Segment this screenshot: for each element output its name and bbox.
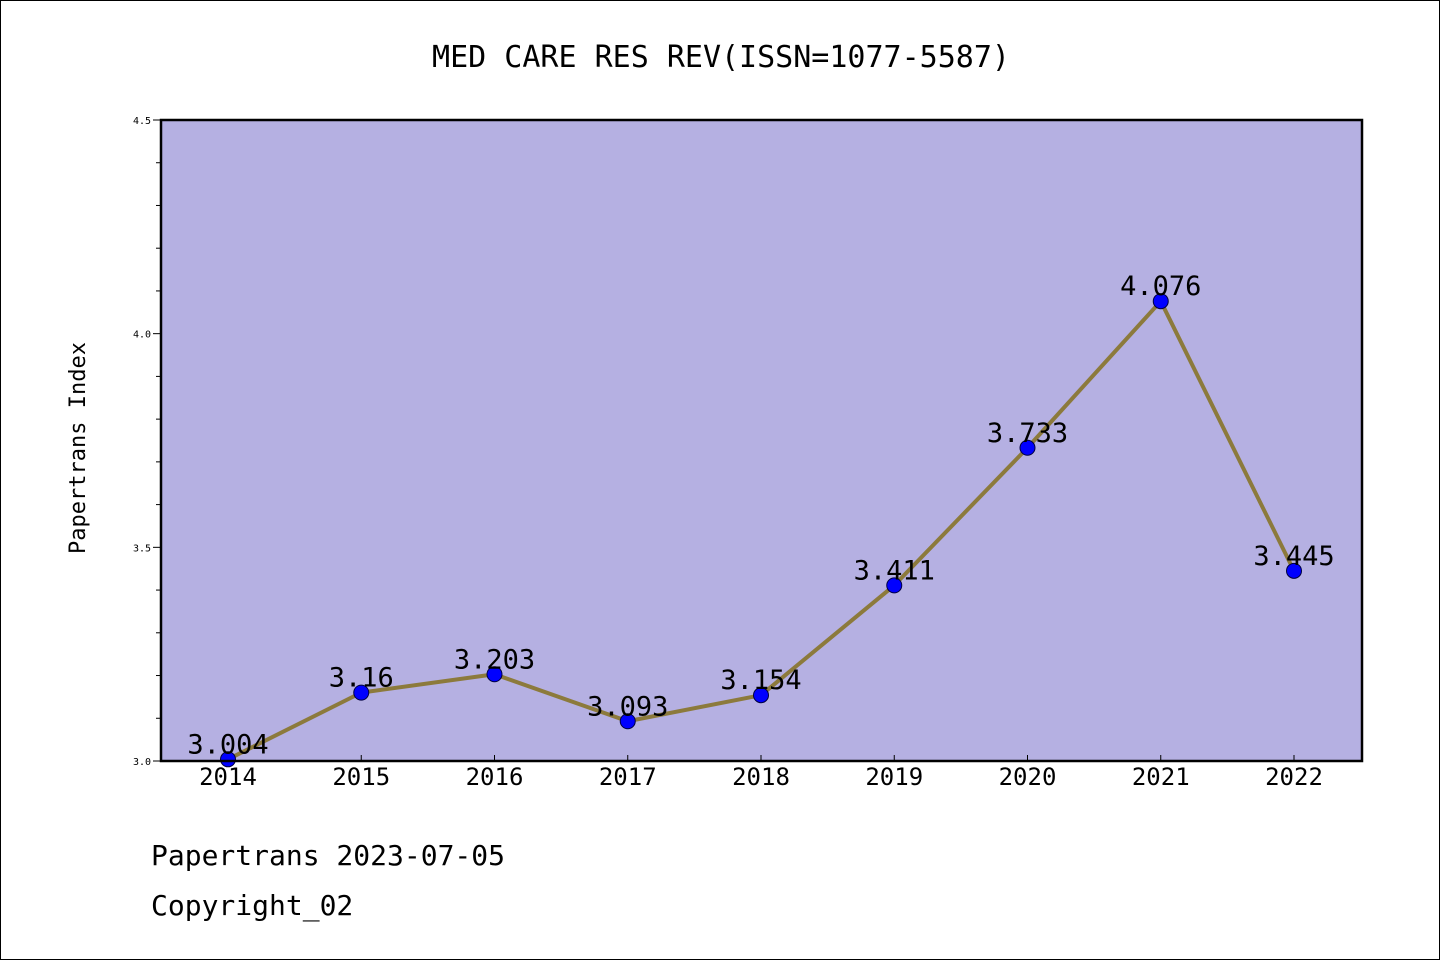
x-tick-label: 2016 xyxy=(466,763,524,791)
plot-border xyxy=(159,118,1364,763)
x-axis: 2014 2015 2016 2017 2018 2019 2020 2021 2022 xyxy=(199,755,1323,791)
y-axis: 3.0 3.5 4.0 4.5 xyxy=(133,116,161,768)
x-tick-label: 2021 xyxy=(1132,763,1190,791)
data-labels: 3.004 3.16 3.203 3.093 3.154 3.411 3.733 4.076 3… xyxy=(187,271,1334,760)
plot-area xyxy=(161,120,1362,761)
data-point xyxy=(619,713,636,730)
data-label: 4.076 xyxy=(1120,271,1201,302)
y-tick-label: 4.5 xyxy=(133,116,151,127)
series-markers xyxy=(220,293,1302,768)
data-point xyxy=(486,666,503,683)
footer-copyright: Copyright_02 xyxy=(151,889,353,923)
y-tick-label: 3.5 xyxy=(133,543,151,554)
data-label: 3.093 xyxy=(587,691,668,722)
x-tick-label: 2018 xyxy=(732,763,790,791)
y-axis-title: Papertrans Index xyxy=(66,342,91,554)
data-label: 3.445 xyxy=(1253,541,1334,572)
data-point xyxy=(220,751,236,768)
data-label: 3.004 xyxy=(187,729,268,760)
data-point xyxy=(1152,293,1169,310)
data-label: 3.411 xyxy=(854,555,935,586)
data-label: 3.733 xyxy=(987,418,1068,449)
x-tick-label: 2020 xyxy=(999,763,1057,791)
footer-date: Papertrans 2023-07-05 xyxy=(151,839,505,872)
data-label: 3.203 xyxy=(454,644,535,675)
data-point xyxy=(886,577,903,594)
data-point xyxy=(353,684,370,701)
chart-title: MED CARE RES REV(ISSN=1077-5587) xyxy=(432,40,1010,75)
data-point xyxy=(1286,562,1302,579)
y-tick-label: 4.0 xyxy=(133,330,151,341)
data-label: 3.154 xyxy=(720,665,801,696)
data-point xyxy=(753,687,769,704)
data-point xyxy=(1019,439,1036,456)
y-tick-label: 3.0 xyxy=(133,757,151,768)
x-tick-label: 2022 xyxy=(1265,763,1323,791)
x-tick-label: 2014 xyxy=(199,763,257,791)
x-tick-label: 2015 xyxy=(332,763,390,791)
data-label: 3.16 xyxy=(329,663,394,694)
x-tick-label: 2017 xyxy=(599,763,657,791)
x-tick-label: 2019 xyxy=(865,763,923,791)
